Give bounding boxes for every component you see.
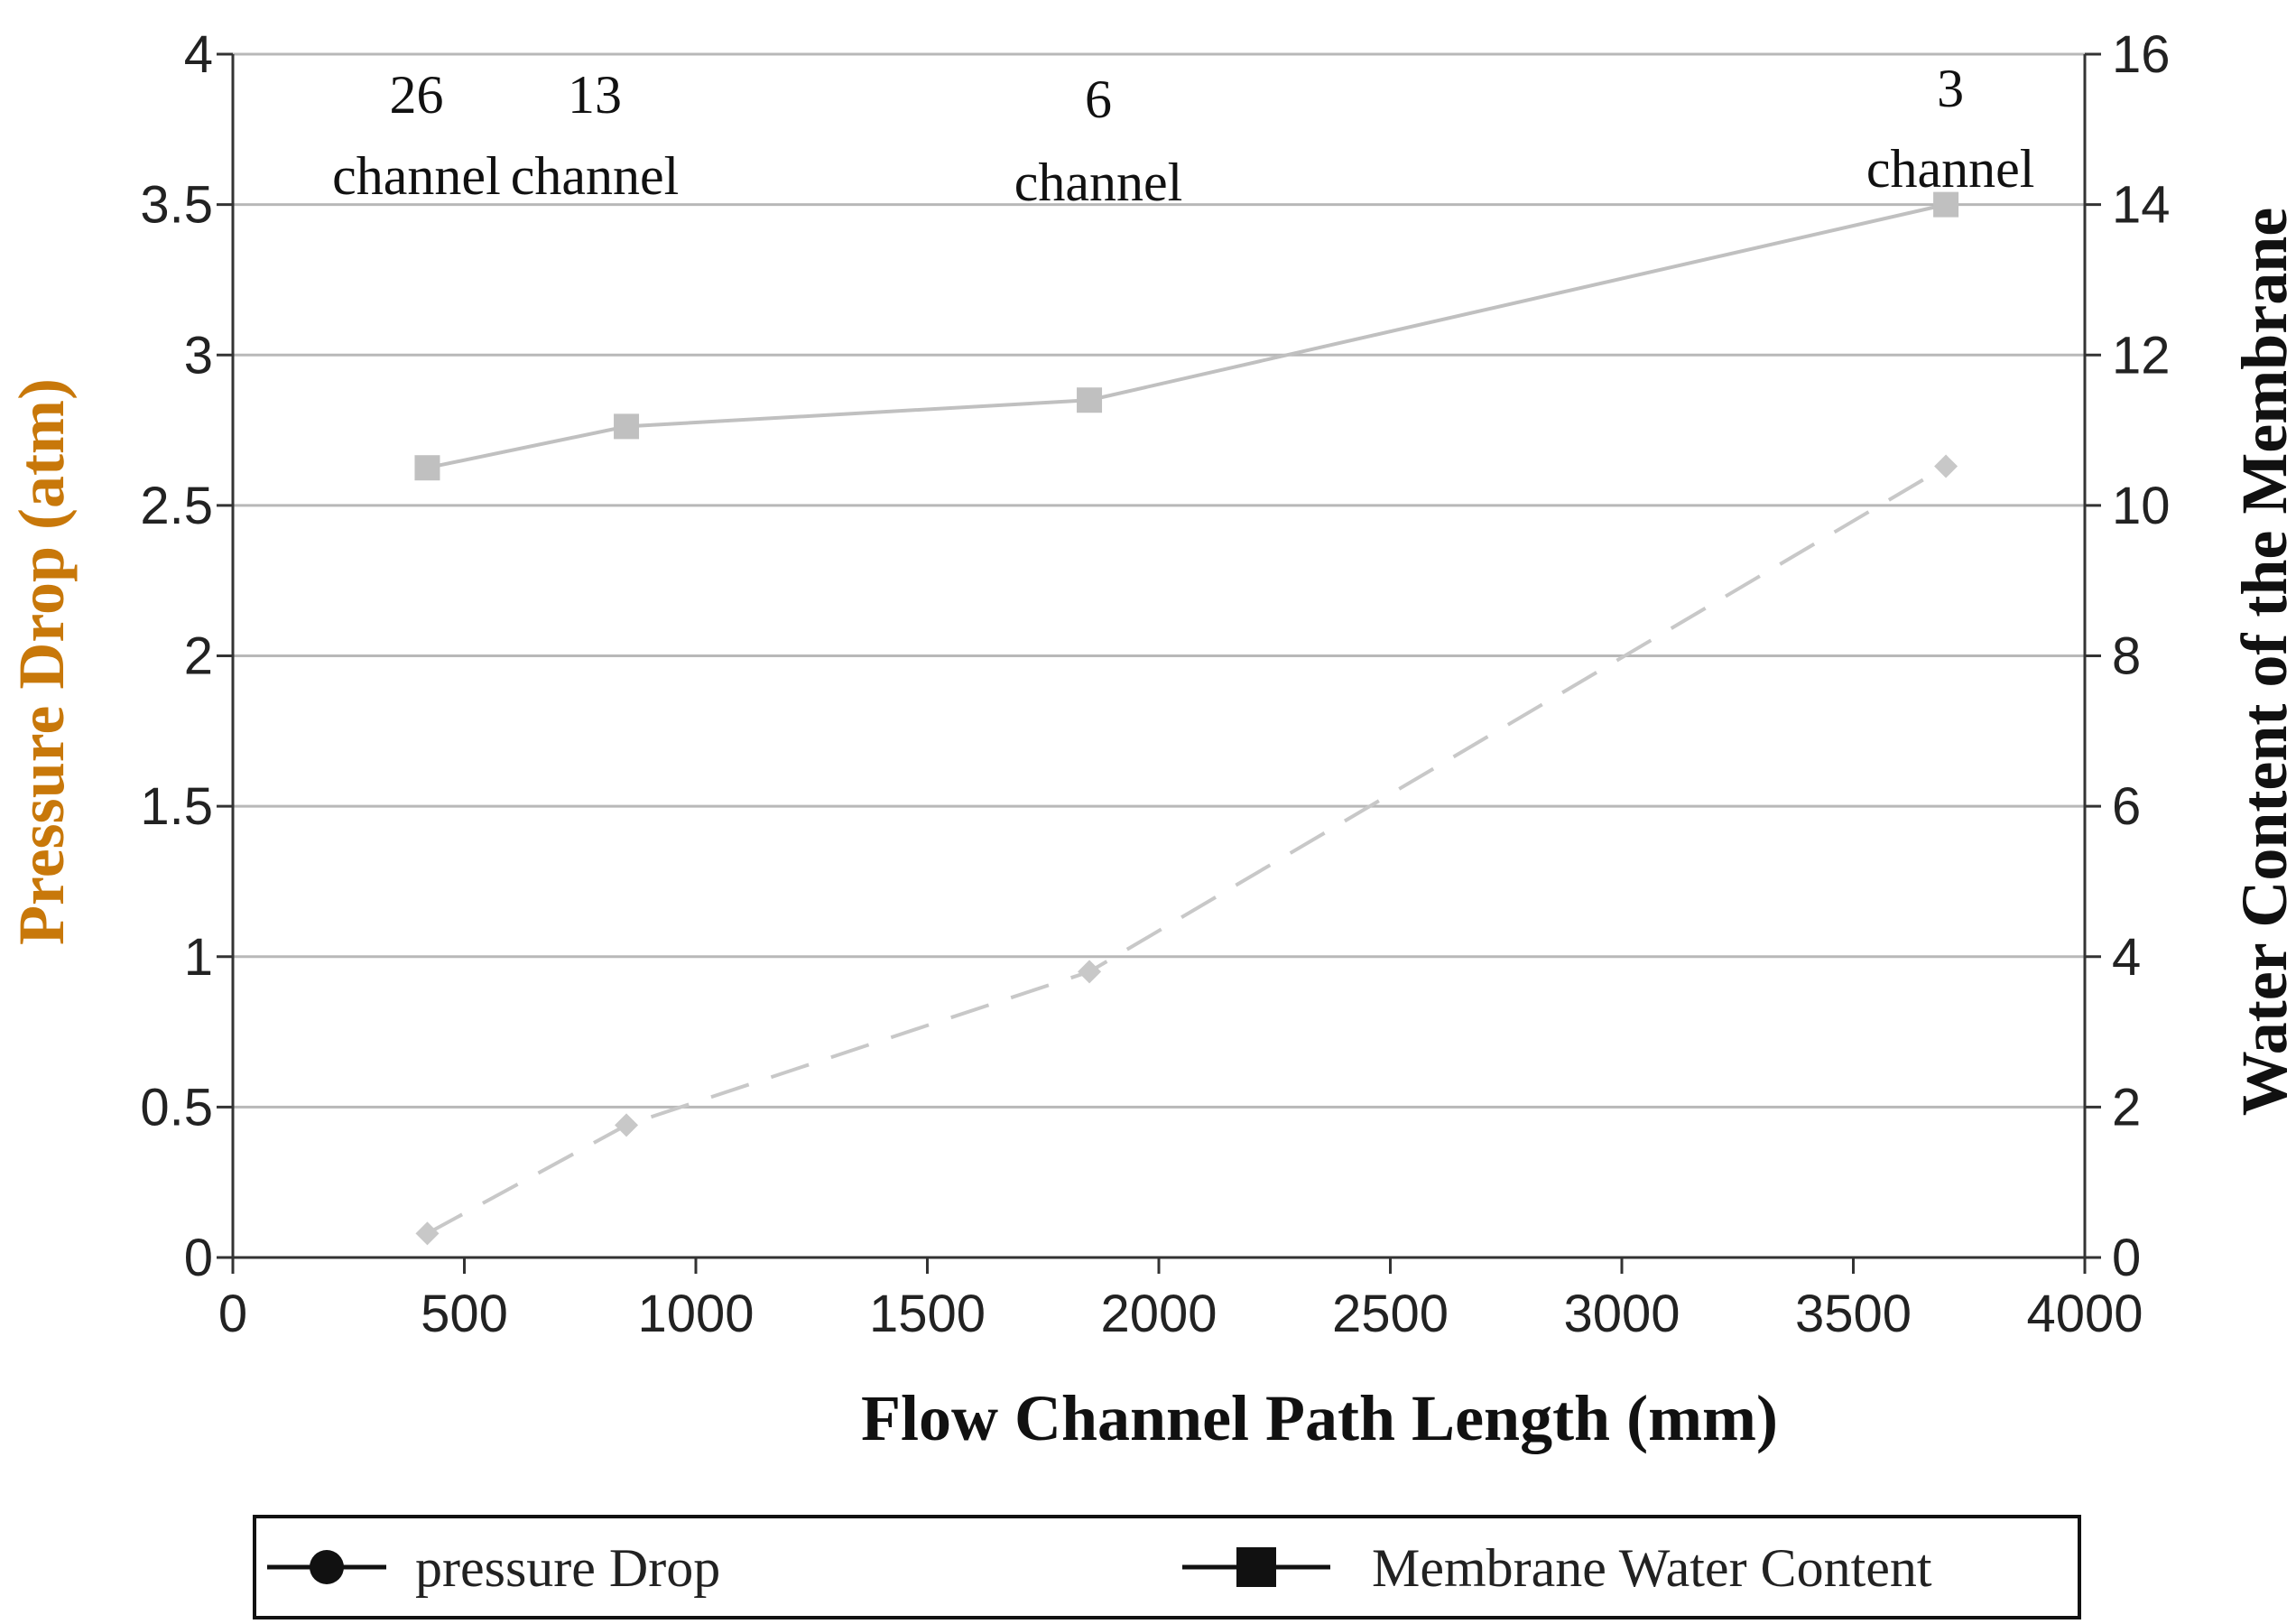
series-line-pressure-drop (426, 464, 1948, 1236)
annotation-channel-count: 26 (389, 65, 443, 125)
x-tick-label: 1000 (637, 1285, 754, 1343)
annotation-channel-count: 3 (1937, 59, 1964, 118)
data-point-membrane-water-content (1933, 191, 1959, 218)
ticks-layer: 0 0.5 1 1.5 2 2.5 3 3.5 4 0 2 4 6 8 10 12 14 16 0 500 1000 15… (140, 25, 2170, 1343)
y-left-tick-label: 0 (184, 1229, 213, 1287)
annotation-channel-word: channel (1866, 139, 2035, 199)
series-layer (414, 191, 1959, 1246)
y-axis-right-title: Water Content of the Membrane (2228, 208, 2296, 1116)
y-left-tick-label: 1 (184, 928, 213, 987)
data-point-membrane-water-content (414, 455, 440, 481)
annotation-channel-word: channel (332, 146, 501, 206)
legend: pressure Drop Membrane Water Content (253, 1515, 2081, 1619)
legend-pressure-drop-marker (310, 1550, 344, 1584)
y-left-tick-label: 4 (184, 25, 213, 84)
data-point-pressure-drop (415, 1221, 440, 1246)
y-left-tick-label: 2 (184, 627, 213, 686)
y-left-tick-label: 1.5 (140, 777, 213, 836)
data-point-pressure-drop (615, 1113, 639, 1137)
y-left-tick-label: 3 (184, 326, 213, 385)
x-tick-label: 4000 (2026, 1285, 2143, 1343)
y-axis-left-title: Pressure Drop (atm) (5, 378, 78, 945)
series-line-membrane-water-content (427, 202, 1947, 470)
x-tick-label: 2000 (1100, 1285, 1217, 1343)
legend-water-content-marker (1236, 1547, 1276, 1587)
y-right-tick-label: 12 (2112, 326, 2171, 385)
legend-pressure-drop-label: pressure Drop (415, 1538, 720, 1598)
data-point-membrane-water-content (1077, 387, 1103, 413)
y-right-tick-label: 8 (2112, 627, 2141, 686)
annotation-channel-count: 6 (1085, 70, 1112, 129)
legend-item-membrane-water-content: Membrane Water Content (1182, 1538, 1932, 1598)
y-left-tick-label: 3.5 (140, 176, 213, 235)
data-point-pressure-drop (1078, 960, 1102, 984)
annotation-channel-word: channel (1014, 153, 1183, 212)
axes-layer (217, 52, 2101, 1274)
legend-box (253, 1515, 2081, 1619)
grid-layer (233, 52, 2085, 1109)
y-left-tick-label: 2.5 (140, 477, 213, 535)
y-right-tick-label: 0 (2112, 1229, 2141, 1287)
x-tick-label: 1500 (869, 1285, 986, 1343)
x-tick-label: 3500 (1795, 1285, 1912, 1343)
y-right-tick-label: 14 (2112, 176, 2171, 235)
y-left-tick-label: 0.5 (140, 1078, 213, 1137)
annotation-channel-word: channel (511, 146, 680, 206)
y-right-tick-label: 4 (2112, 928, 2141, 987)
data-point-pressure-drop (1934, 454, 1958, 478)
annotations-layer: 26 channel 13 channel 6 channel 3 channel (332, 59, 2034, 212)
y-right-tick-label: 6 (2112, 777, 2141, 836)
y-right-tick-label: 10 (2112, 477, 2171, 535)
y-right-tick-label: 16 (2112, 25, 2171, 84)
legend-item-pressure-drop: pressure Drop (267, 1538, 720, 1598)
legend-water-content-label: Membrane Water Content (1372, 1538, 1932, 1598)
x-tick-label: 500 (421, 1285, 508, 1343)
y-right-tick-label: 2 (2112, 1078, 2141, 1137)
annotation-channel-count: 13 (568, 65, 622, 125)
x-tick-label: 0 (218, 1285, 247, 1343)
data-point-membrane-water-content (614, 413, 640, 440)
x-axis-title: Flow Channel Path Length (mm) (861, 1382, 1778, 1454)
x-tick-label: 3000 (1563, 1285, 1680, 1343)
x-tick-label: 2500 (1332, 1285, 1449, 1343)
